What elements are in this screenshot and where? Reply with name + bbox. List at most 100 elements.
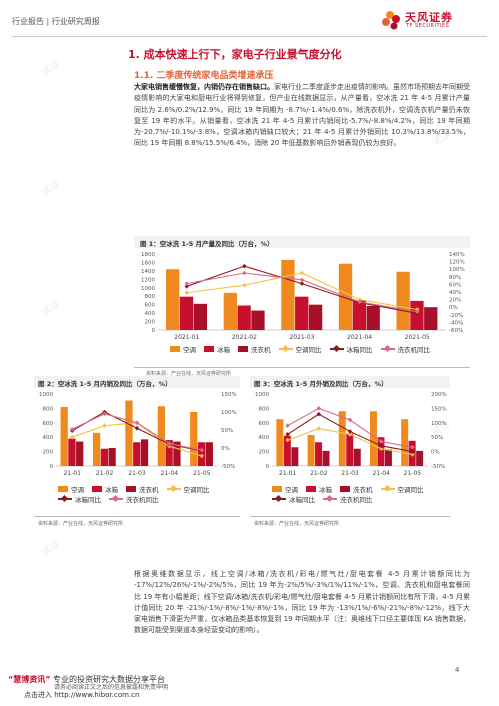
legend-label: 冰箱 [319,486,332,494]
footer-brand-line: “慧博资讯” 专业的投资研究大数据分享平台 [8,674,165,685]
x-tick-label: 21-02 [96,470,114,477]
bar-冰箱 [410,300,424,330]
legend-label: 洗衣机同比 [126,496,159,504]
legend-item: 冰箱同比 [58,494,101,504]
bar-空调 [281,259,295,330]
y2-tick-label: -50% [431,464,445,470]
point-洗衣机同比 [285,423,290,428]
y-tick-label: 600 [145,303,156,309]
legend-item: 空调同比 [166,484,210,494]
legend-item: 冰箱 [306,484,332,494]
figure-3-source: 资料来源：产业在线，天风证券研究所 [254,521,340,527]
legend-item: 冰箱 [92,484,118,494]
y-tick-label: 1400 [141,269,155,275]
y2-tick-label: 0% [221,446,230,452]
bar-空调 [157,406,166,466]
logo-en: TF SECURITIES [406,23,450,29]
bar-洗衣机 [322,450,330,466]
bar-冰箱 [377,437,385,466]
point-冰箱同比 [316,411,322,417]
bar-洗衣机 [251,310,265,330]
legend-label: 冰箱 [105,486,118,494]
section-title: 1. 成本快速上行下，家电子行业景气度分化 [128,48,342,61]
figure-1-chart: 0 200 400 600 800 1000 1200 1400 1600 1800 -60% -40… [141,252,465,341]
legend-label: 空调同比 [183,486,210,494]
y-tick-label: 0 [152,328,156,334]
legend-label: 空调 [71,486,84,494]
legend-swatch [92,486,102,492]
x-tick-label: 21-04 [161,470,179,477]
x-tick-label: 2021-04 [347,334,372,341]
legend-marker [111,494,120,503]
y-tick-label: 800 [43,406,54,412]
bar-空调 [338,411,346,466]
legend-swatch [340,486,350,492]
point-洗衣机同比 [316,406,322,411]
legend-swatch [329,344,344,353]
legend-marker [383,484,391,493]
point-冰箱同比 [378,443,384,449]
y2-tick-label: -60% [449,328,463,334]
figure-3-title: 图 3：空冰洗 1-5 月外销及同比（万台，%） [254,380,388,388]
legend-item: 空调同比 [380,484,424,494]
legend-swatch [306,486,316,492]
bar-空调 [401,419,409,466]
point-空调同比 [299,270,305,276]
y-tick-label: 400 [259,435,270,441]
legend-item: 洗衣机同比 [380,344,430,354]
y2-tick-label: 80% [449,275,461,281]
y-tick-label: 1000 [39,392,53,398]
legend-label: 洗衣机同比 [340,496,373,504]
legend-swatch [380,344,395,353]
y-tick-label: 600 [259,421,270,427]
bar-空调 [223,292,237,330]
legend-label: 洗衣机 [353,486,373,494]
paragraph-body: 家电行业二季度逐步走出疫情的影响。虽然市场预期去年同期受疫情影响的大家电和厨电行… [134,83,470,148]
logo-name: 天风证券 [405,11,453,24]
figure-2-chart: 0 200 400 600 800 1000 -50% 0% 50% 100% 150% 21-01 2… [39,392,237,477]
y2-tick-label: -40% [449,320,463,326]
legend-item: 冰箱同比 [329,344,373,354]
figure-1-title-bar [134,236,470,248]
x-tick-label: 2021-05 [405,334,430,341]
y-tick-label: 600 [43,421,54,427]
legend-item: 冰箱 [204,344,230,354]
x-tick-label: 2021-02 [232,334,257,341]
bar-空调 [276,419,284,466]
point-空调同比 [242,282,247,288]
figure-2-source: 资料来源：产业在线，天风证券研究所 [38,521,124,527]
y-tick-label: 400 [145,311,156,317]
y2-tick-label: 40% [449,290,461,296]
legend-item: 空调同比 [278,344,322,354]
y-tick-label: 200 [145,320,156,326]
y-tick-label: 0 [50,464,54,470]
watermark: 试读 [39,539,63,559]
point-冰箱同比 [242,263,247,269]
legend-swatch [58,494,72,503]
legend-item: 洗衣机同比 [109,494,159,504]
legend-swatch [109,494,123,503]
y-tick-label: 800 [259,406,270,412]
legend-swatch [272,486,282,492]
legend-swatch [58,486,68,492]
legend-swatch [238,346,248,352]
bar-冰箱 [315,442,323,466]
y-tick-label: 1600 [141,260,155,266]
point-空调同比 [102,423,107,428]
y-tick-label: 400 [43,435,54,441]
watermark: 试读 [39,59,63,79]
legend-marker [383,344,391,353]
bar-冰箱 [295,296,309,330]
y2-tick-label: 100% [449,267,465,273]
legend-marker [274,494,283,503]
bar-洗衣机 [173,441,181,466]
footer-link[interactable]: 点击进入 http://www.hibor.com.cn [24,691,140,699]
figure-2-title-bar [34,376,240,388]
page-number: 4 [455,666,460,674]
x-tick-label: 2021-03 [289,334,314,341]
legend-swatch [126,486,136,492]
x-tick-label: 21-03 [128,470,146,477]
bar-冰箱 [100,448,108,466]
legend-marker [281,344,289,353]
y2-tick-label: 0% [431,450,440,456]
